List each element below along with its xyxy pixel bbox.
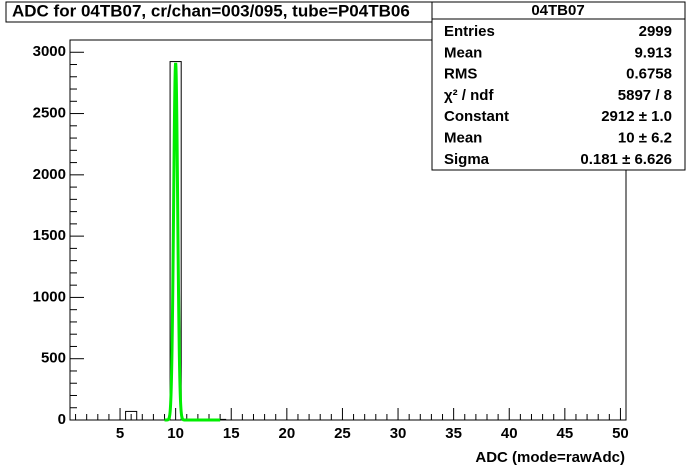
x-tick-label: 30: [390, 425, 407, 442]
x-tick-label: 35: [445, 425, 462, 442]
stats-label: Entries: [444, 23, 495, 40]
x-tick-label: 20: [278, 425, 295, 442]
x-tick-label: 10: [167, 425, 184, 442]
y-tick-label: 2500: [33, 105, 66, 122]
fit-curve: [164, 62, 221, 422]
bar: [169, 61, 182, 421]
x-tick-label: 50: [612, 425, 629, 442]
x-tick-label: 45: [556, 425, 573, 442]
chart-title: ADC for 04TB07, cr/chan=003/095, tube=P0…: [12, 1, 410, 20]
y-tick-label: 0: [58, 411, 66, 428]
stats-label: χ² / ndf: [444, 87, 494, 104]
bar: [125, 410, 138, 421]
stats-value: 9.913: [634, 44, 672, 61]
stats-value: 2999: [639, 23, 672, 40]
frame: [69, 39, 627, 421]
y-tick-label: 1000: [33, 288, 66, 305]
stats-title: 04TB07: [531, 2, 584, 19]
y-tick-label: 500: [41, 350, 66, 367]
stats-label: Mean: [444, 129, 482, 146]
y-tick-label: 3000: [33, 43, 66, 60]
stats-value: 0.181 ± 6.626: [580, 151, 672, 168]
y-tick-label: 2000: [33, 166, 66, 183]
x-tick-label: 40: [501, 425, 518, 442]
x-axis-label: ADC (mode=rawAdc): [475, 449, 625, 466]
stats-frame: [431, 1, 686, 171]
stats-box: 04TB07 Entries 2999 Mean 9.913 RMS 0.6758 χ² /…: [431, 1, 686, 171]
x-tick-label: 15: [223, 425, 240, 442]
x-tick-label: 25: [334, 425, 351, 442]
stats-value: 10 ± 6.2: [618, 129, 672, 146]
stats-label: RMS: [444, 66, 477, 83]
stats-value: 0.6758: [626, 66, 672, 83]
stats-label: Mean: [444, 44, 482, 61]
stats-label: Sigma: [444, 151, 490, 168]
x-tick-label: 5: [116, 425, 124, 442]
y-tick-label: 1500: [33, 227, 66, 244]
stats-value: 2912 ± 1.0: [601, 108, 672, 125]
stats-value: 5897 / 8: [618, 87, 672, 104]
stats-label: Constant: [444, 108, 509, 125]
